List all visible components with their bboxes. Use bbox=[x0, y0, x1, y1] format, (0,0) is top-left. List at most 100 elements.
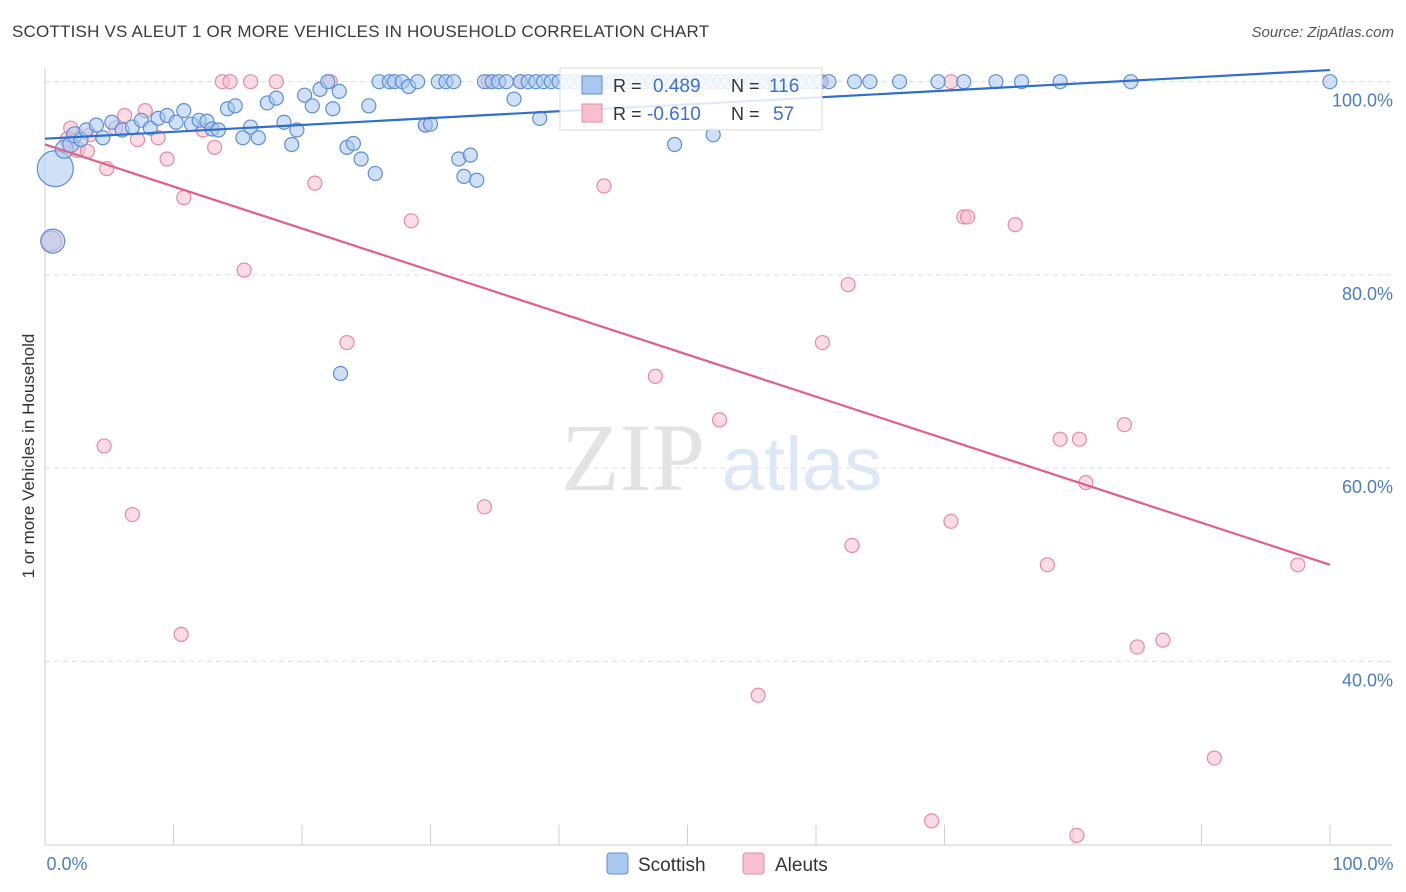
tick-labels: 40.0% 60.0% 80.0% 100.0% 0.0% 100.0% bbox=[46, 91, 1393, 874]
scottish-point-9 bbox=[104, 114, 120, 130]
scottish-point-16 bbox=[168, 114, 184, 130]
scottish-point-27 bbox=[250, 130, 266, 146]
scottish-point-17 bbox=[176, 103, 192, 119]
stats-n-value-scottish: 116 bbox=[769, 76, 799, 97]
stats-n-label-aleut: N = bbox=[731, 104, 760, 124]
y-tick-label-1: 60.0% bbox=[1342, 477, 1393, 497]
aleut-point-20 bbox=[403, 213, 419, 229]
aleut-point-34 bbox=[943, 74, 959, 90]
scottish-point-31 bbox=[284, 136, 300, 153]
stats-n-value-aleut: 57 bbox=[773, 104, 794, 125]
watermark-zip: ZIP bbox=[561, 404, 705, 511]
aleut-point-11 bbox=[176, 190, 192, 206]
scottish-point-116 bbox=[1052, 74, 1068, 90]
stats-legend: R = 0.489 N = 116 R = -0.610 N = 57 bbox=[559, 67, 823, 131]
aleut-point-36 bbox=[960, 209, 976, 225]
scottish-point-1 bbox=[40, 228, 66, 254]
scottish-point-29 bbox=[268, 90, 284, 106]
scottish-point-111 bbox=[891, 74, 908, 90]
legend-label-aleut: Aleuts bbox=[775, 855, 828, 876]
scottish-point-25 bbox=[235, 130, 251, 146]
scottish-point-54 bbox=[446, 74, 462, 90]
stats-swatch-aleut bbox=[581, 103, 603, 123]
aleut-point-6 bbox=[117, 107, 133, 124]
watermark: ZIP atlas bbox=[561, 404, 882, 511]
watermark-atlas: atlas bbox=[722, 422, 883, 507]
legend-swatch-scottish bbox=[606, 852, 629, 875]
scottish-point-56 bbox=[456, 168, 472, 184]
aleut-point-51 bbox=[173, 626, 189, 642]
scottish-point-115 bbox=[1013, 74, 1030, 90]
aleut-point-47 bbox=[1290, 557, 1306, 573]
aleut-point-10 bbox=[159, 151, 175, 167]
scottish-point-119 bbox=[332, 365, 349, 382]
aleut-point-16 bbox=[268, 74, 284, 90]
chart-title: SCOTTISH VS ALEUT 1 OR MORE VEHICLES IN … bbox=[12, 22, 710, 41]
aleut-point-38 bbox=[1007, 217, 1023, 233]
aleut-point-26 bbox=[647, 368, 663, 384]
scottish-point-58 bbox=[469, 172, 485, 188]
aleut-point-28 bbox=[750, 687, 766, 703]
aleut-point-43 bbox=[1116, 417, 1133, 433]
scottish-point-33 bbox=[296, 87, 313, 103]
stats-legend-box bbox=[559, 67, 823, 131]
scottish-point-24 bbox=[227, 98, 243, 114]
scottish-point-36 bbox=[320, 74, 336, 90]
y-axis-label: 1 or more Vehicles in Household bbox=[19, 334, 38, 579]
aleut-point-25 bbox=[596, 178, 612, 194]
aleut-point-33 bbox=[924, 813, 940, 829]
aleut-point-19 bbox=[339, 334, 355, 351]
y-tick-label-0: 40.0% bbox=[1342, 670, 1393, 690]
aleut-point-48 bbox=[1069, 827, 1085, 843]
scottish-point-110 bbox=[862, 74, 878, 90]
scottish-point-112 bbox=[930, 74, 946, 90]
legend-swatch-aleut bbox=[742, 852, 765, 875]
stats-r-label-aleut: R = bbox=[613, 104, 642, 124]
x-tick-label-1: 100.0% bbox=[1332, 854, 1393, 874]
aleut-point-44 bbox=[1129, 639, 1145, 655]
aleut-point-49 bbox=[96, 438, 112, 454]
scottish-point-42 bbox=[361, 98, 377, 114]
stats-r-value-scottish: 0.489 bbox=[653, 76, 701, 97]
aleut-point-46 bbox=[1206, 750, 1222, 766]
aleut-point-14 bbox=[222, 74, 238, 90]
scottish-point-109 bbox=[846, 74, 863, 90]
scottish-point-63 bbox=[506, 91, 522, 107]
legend-label-scottish: Scottish bbox=[638, 855, 706, 876]
x-tick-label-0: 0.0% bbox=[46, 854, 87, 874]
y-tick-label-3: 100.0% bbox=[1332, 91, 1393, 111]
scottish-point-57 bbox=[462, 147, 478, 163]
aleut-trend-line bbox=[44, 143, 1331, 566]
aleut-point-54 bbox=[243, 74, 259, 90]
scottish-point-7 bbox=[88, 117, 105, 133]
aleut-point-45 bbox=[1155, 632, 1171, 648]
scottish-point-40 bbox=[345, 135, 361, 152]
scottish-point-37 bbox=[325, 101, 341, 117]
grid-lines bbox=[45, 81, 1392, 662]
aleut-point-15 bbox=[236, 262, 252, 278]
aleut-point-32 bbox=[844, 537, 860, 554]
scottish-point-106 bbox=[667, 136, 683, 153]
y-tick-label-2: 80.0% bbox=[1342, 284, 1393, 304]
aleut-point-12 bbox=[207, 139, 223, 155]
stats-r-value-aleut: -0.610 bbox=[647, 104, 701, 125]
aleut-point-37 bbox=[943, 513, 959, 529]
aleut-point-50 bbox=[124, 506, 140, 523]
scottish-point-104 bbox=[821, 74, 837, 90]
scottish-point-8 bbox=[95, 130, 111, 146]
aleut-point-30 bbox=[814, 334, 831, 351]
scottish-point-62 bbox=[498, 74, 514, 90]
chart-source: Source: ZipAtlas.com bbox=[1251, 24, 1394, 41]
stats-swatch-scottish bbox=[581, 75, 603, 95]
stats-r-label-scottish: R = bbox=[613, 76, 642, 96]
scottish-point-34 bbox=[304, 98, 320, 114]
scottish-point-43 bbox=[367, 165, 383, 182]
scottish-point-38 bbox=[331, 83, 347, 99]
aleut-point-40 bbox=[1052, 431, 1068, 447]
aleut-point-17 bbox=[307, 175, 323, 191]
axes bbox=[44, 68, 1392, 846]
aleut-point-23 bbox=[476, 499, 493, 515]
scottish-point-113 bbox=[956, 74, 972, 90]
aleut-point-41 bbox=[1071, 431, 1088, 447]
